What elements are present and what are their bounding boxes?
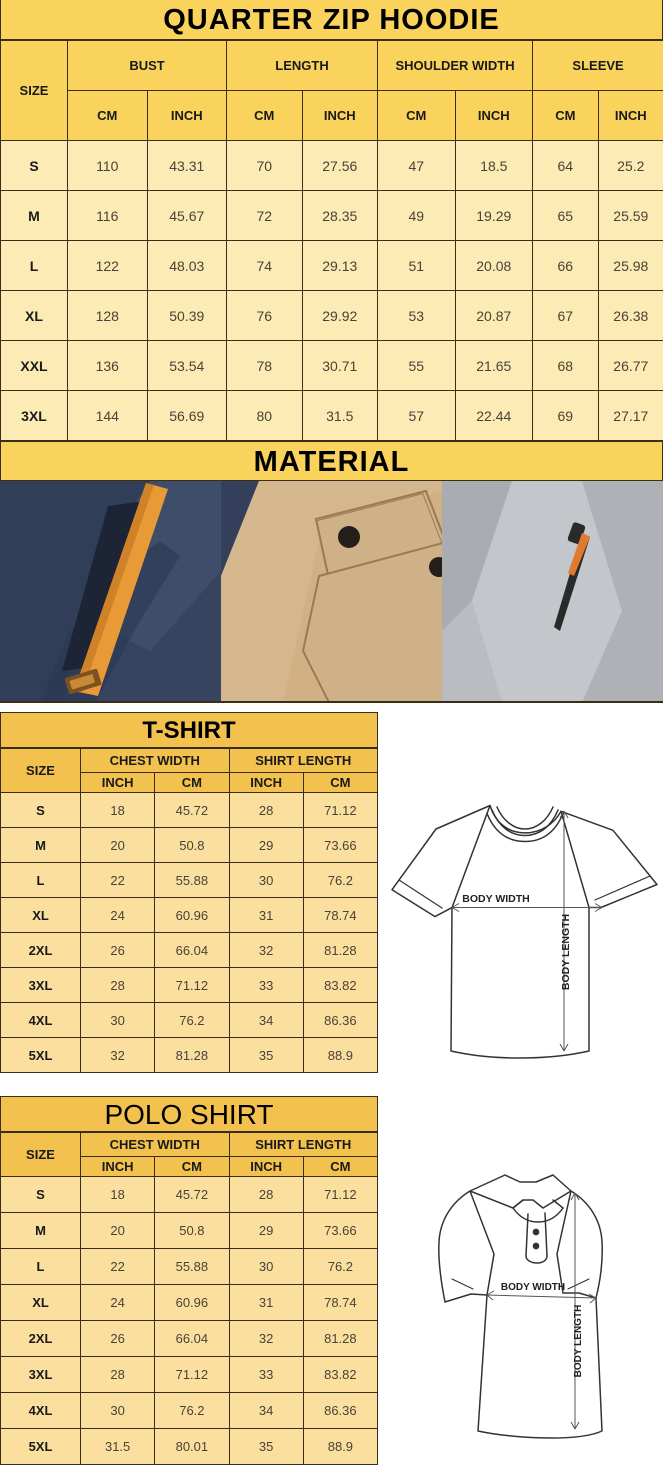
svg-text:BODY LENGTH: BODY LENGTH xyxy=(560,914,572,990)
svg-text:BODY LENGTH: BODY LENGTH xyxy=(573,1305,584,1378)
svg-text:BODY WIDTH: BODY WIDTH xyxy=(462,893,529,905)
svg-text:BODY WIDTH: BODY WIDTH xyxy=(501,1282,565,1293)
